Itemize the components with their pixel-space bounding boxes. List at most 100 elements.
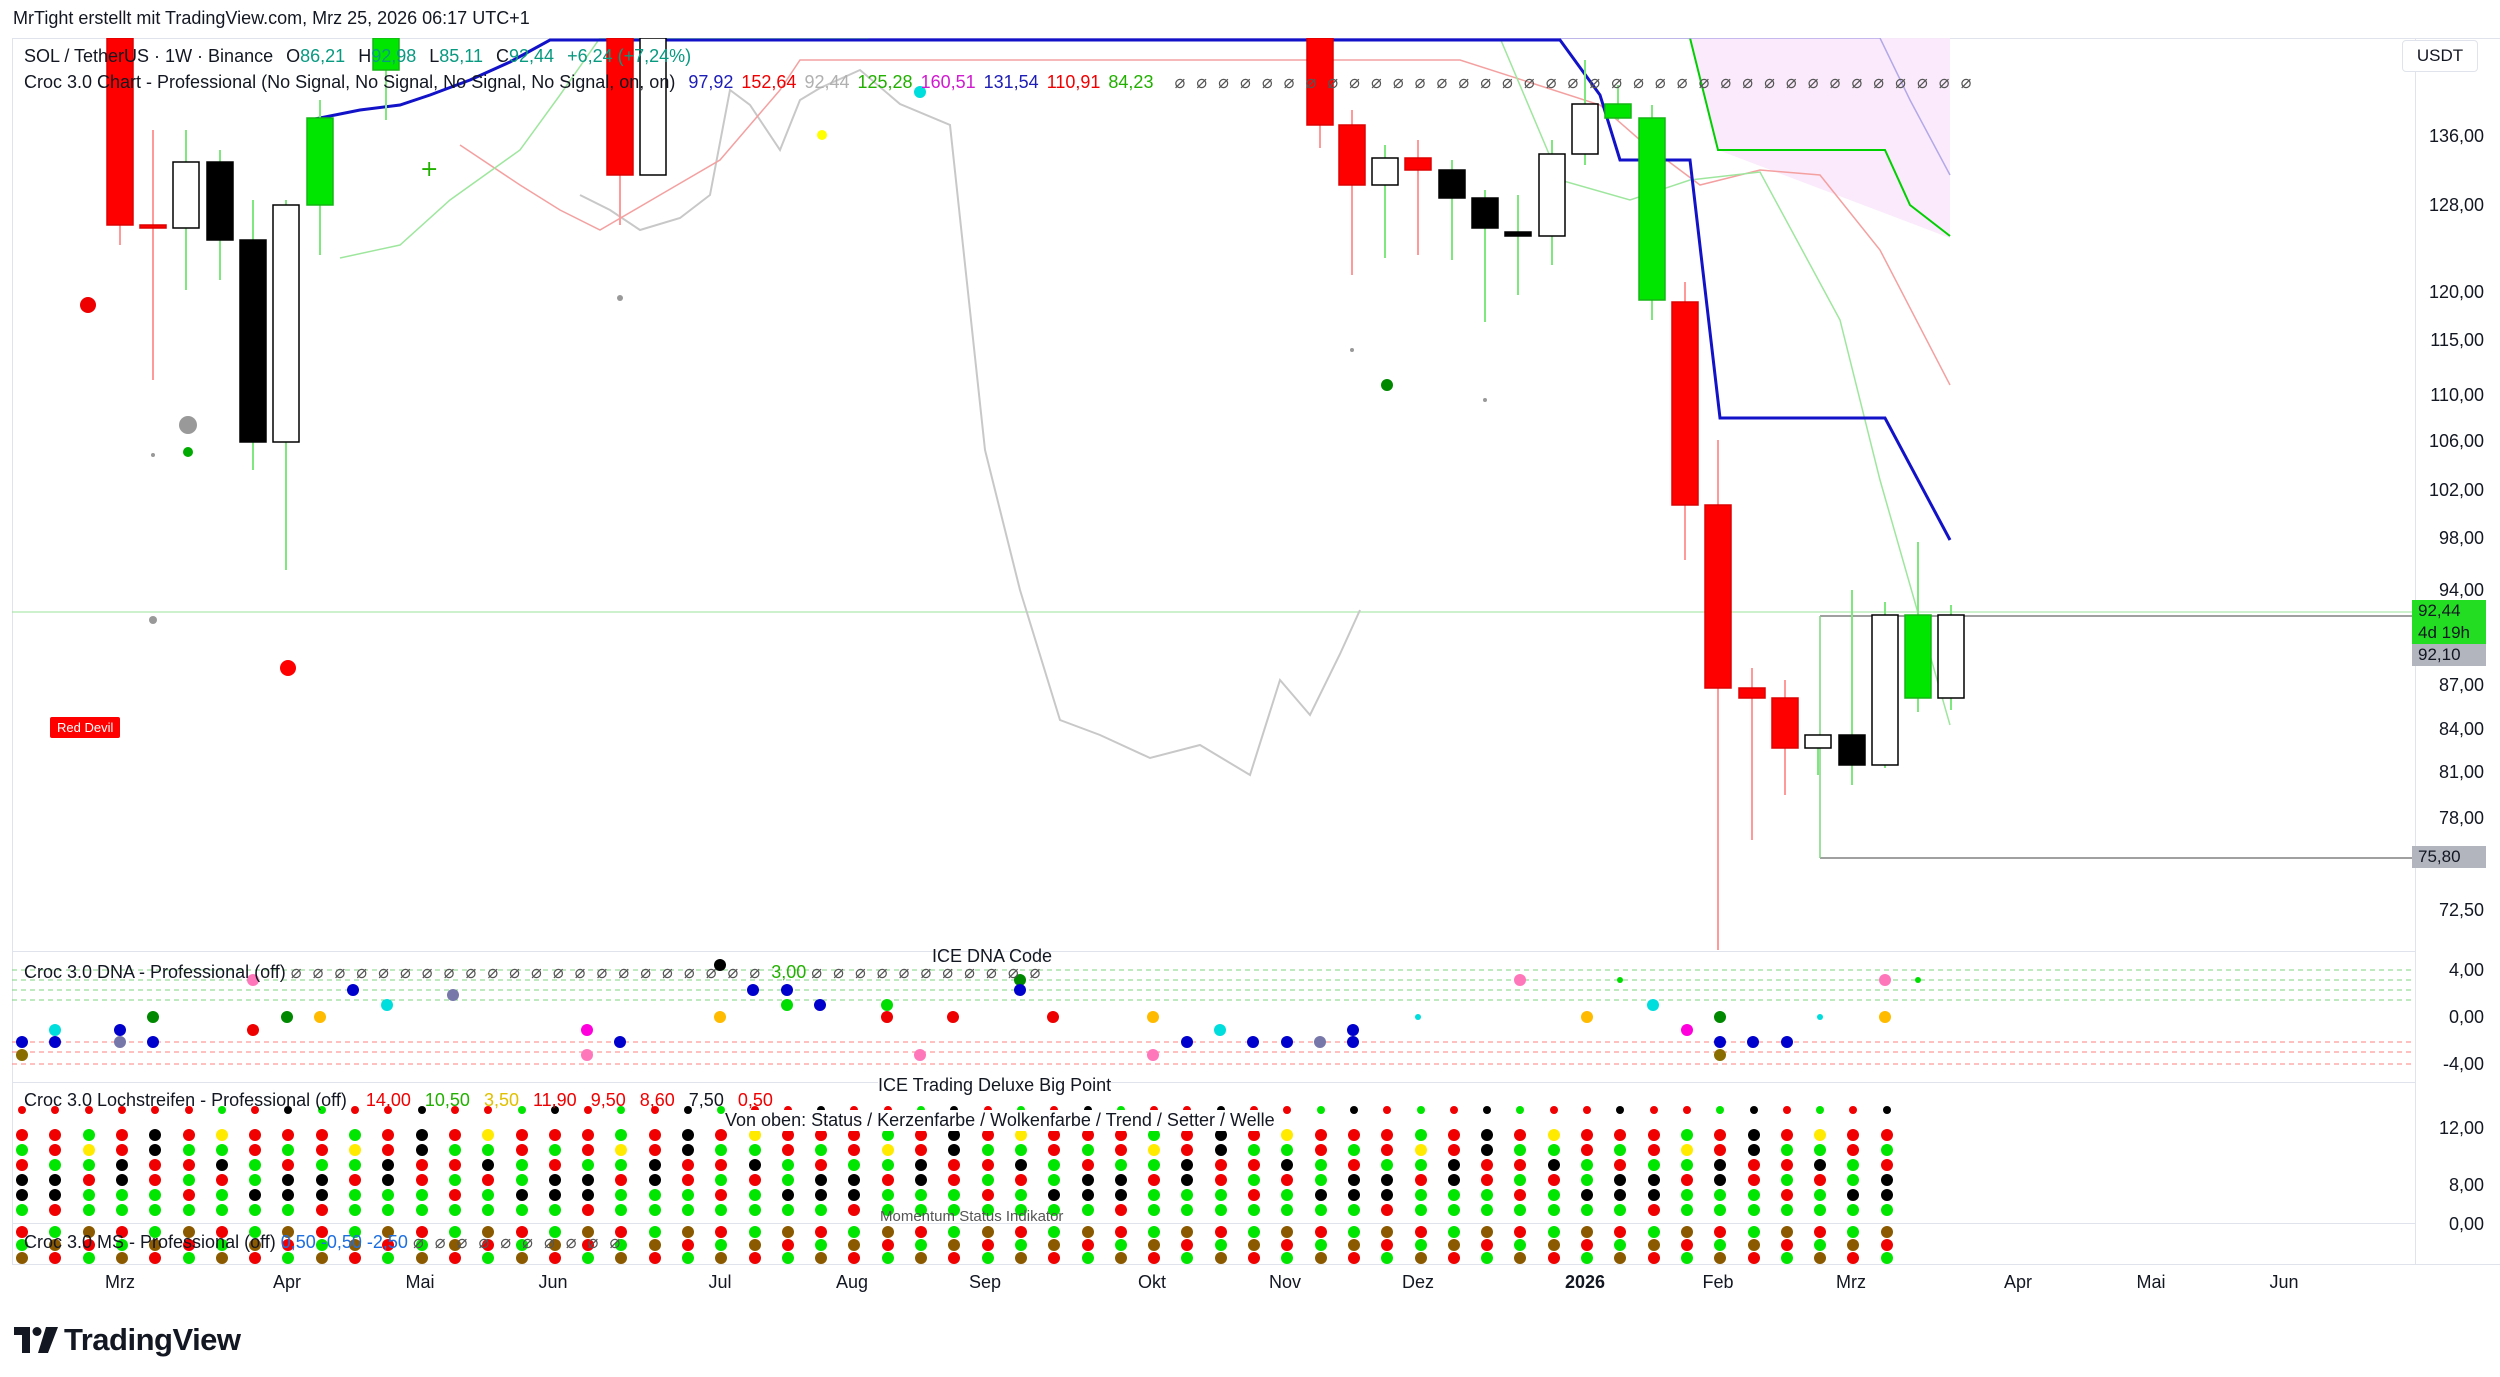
ms-dot (1514, 1252, 1526, 1264)
ms-dot (1714, 1239, 1726, 1251)
loch-dot (116, 1204, 128, 1216)
ms-dot (882, 1226, 894, 1238)
loch-dot (549, 1204, 561, 1216)
loch-dot (349, 1204, 361, 1216)
loch-dot (183, 1129, 195, 1141)
dna-dot (16, 1036, 28, 1048)
loch-dot (1082, 1144, 1094, 1156)
loch-dot (1415, 1189, 1427, 1201)
ms-dot (749, 1239, 761, 1251)
loch-dot (1315, 1144, 1327, 1156)
ms-dot (482, 1239, 494, 1251)
indicator-value-5: 160,51 (920, 72, 976, 92)
loch-dot (682, 1144, 694, 1156)
loch-dot (1448, 1159, 1460, 1171)
signal-dot (149, 616, 157, 624)
price-scale-label: 87,00 (2438, 675, 2484, 695)
loch-dot (183, 1189, 195, 1201)
loch-dot (682, 1189, 694, 1201)
ms-dot (1847, 1226, 1859, 1238)
ms-dot (1614, 1226, 1626, 1238)
loch-dot (1548, 1144, 1560, 1156)
loch-dot (382, 1189, 394, 1201)
ms-dot (16, 1226, 28, 1238)
loch-dot (316, 1144, 328, 1156)
loch-dot (416, 1129, 428, 1141)
loch-dot (1748, 1144, 1760, 1156)
open-label: O (286, 46, 301, 66)
ms-value-2: -0,50 (320, 1232, 362, 1252)
dna-dot (16, 1049, 28, 1061)
loch-dot (1381, 1159, 1393, 1171)
ms-dot (1581, 1226, 1593, 1238)
loch-dot (848, 1204, 860, 1216)
dna-dot (881, 999, 893, 1011)
loch-dot (1181, 1189, 1193, 1201)
ms-pane-title[interactable]: Croc 3.0 MS - Professional (off) 0,50 -0… (24, 1232, 623, 1253)
ms-dot (1648, 1252, 1660, 1264)
loch-dot (382, 1129, 394, 1141)
loch-dot (1115, 1159, 1127, 1171)
dna-scale-label: 0,00 (2448, 1007, 2484, 1027)
prev-price-tag: 92,10 (2412, 644, 2486, 666)
loch-dot (848, 1159, 860, 1171)
time-axis-label: Jun (2269, 1272, 2299, 1292)
dna-dot (1817, 1014, 1823, 1020)
dna-dot (1747, 1036, 1759, 1048)
loch-dot (49, 1189, 61, 1201)
loch-dot (815, 1174, 827, 1186)
tradingview-logo[interactable]: TradingView (14, 1322, 241, 1358)
loch-dot (948, 1159, 960, 1171)
dna-dot (814, 999, 826, 1011)
signal-dot (183, 447, 193, 457)
ms-dot (1215, 1252, 1227, 1264)
ms-dot (582, 1239, 594, 1251)
ms-dot (1148, 1252, 1160, 1264)
ms-dot (1048, 1252, 1060, 1264)
loch-header-dot (18, 1106, 26, 1114)
loch-dot (1415, 1174, 1427, 1186)
currency-button[interactable]: USDT (2402, 40, 2478, 72)
chart-credit: MrTight erstellt mit TradingView.com, Mr… (13, 8, 530, 28)
loch-dot (1548, 1159, 1560, 1171)
loch-pane-title[interactable]: Croc 3.0 Lochstreifen - Professional (of… (24, 1090, 773, 1111)
loch-dot (183, 1159, 195, 1171)
price-scale-label: 84,00 (2438, 719, 2484, 739)
current-price: 92,44 (2418, 601, 2461, 620)
dna-dot (947, 1011, 959, 1023)
dna-pane-title[interactable]: Croc 3.0 DNA - Professional (off) ⌀ ⌀ ⌀ … (24, 962, 1044, 983)
candle-body (1871, 614, 1899, 766)
ms-dot (782, 1252, 794, 1264)
loch-dot (1348, 1174, 1360, 1186)
loch-dot (1481, 1159, 1493, 1171)
loch-dot (749, 1159, 761, 1171)
loch-dot (216, 1159, 228, 1171)
loch-dot (382, 1204, 394, 1216)
symbol-legend[interactable]: SOL / TetherUS · 1W · Binance O86,21 H92… (24, 46, 699, 67)
loch-dot (1681, 1129, 1693, 1141)
loch-dot (782, 1174, 794, 1186)
price-scale-label: 120,00 (2428, 282, 2484, 302)
red-devil-label[interactable]: Red Devil (50, 717, 121, 738)
signal-dot (914, 86, 926, 98)
indicator-legend[interactable]: Croc 3.0 Chart - Professional (No Signal… (24, 72, 1982, 93)
loch-dot (1048, 1204, 1060, 1216)
loch-dot (1681, 1174, 1693, 1186)
loch-header-dot (551, 1106, 559, 1114)
loch-header-dot (1616, 1106, 1624, 1114)
loch-dot (948, 1144, 960, 1156)
dna-dot (1314, 1036, 1326, 1048)
ms-dot (282, 1226, 294, 1238)
signal-dot (80, 297, 96, 313)
loch-dot (149, 1204, 161, 1216)
loch-value-6: 8,60 (639, 1090, 675, 1110)
loch-dot (149, 1174, 161, 1186)
loch-dot (1847, 1129, 1859, 1141)
time-axis-label: Apr (272, 1272, 302, 1292)
ms-dot (149, 1252, 161, 1264)
ms-dot (183, 1239, 195, 1251)
loch-dot (915, 1144, 927, 1156)
